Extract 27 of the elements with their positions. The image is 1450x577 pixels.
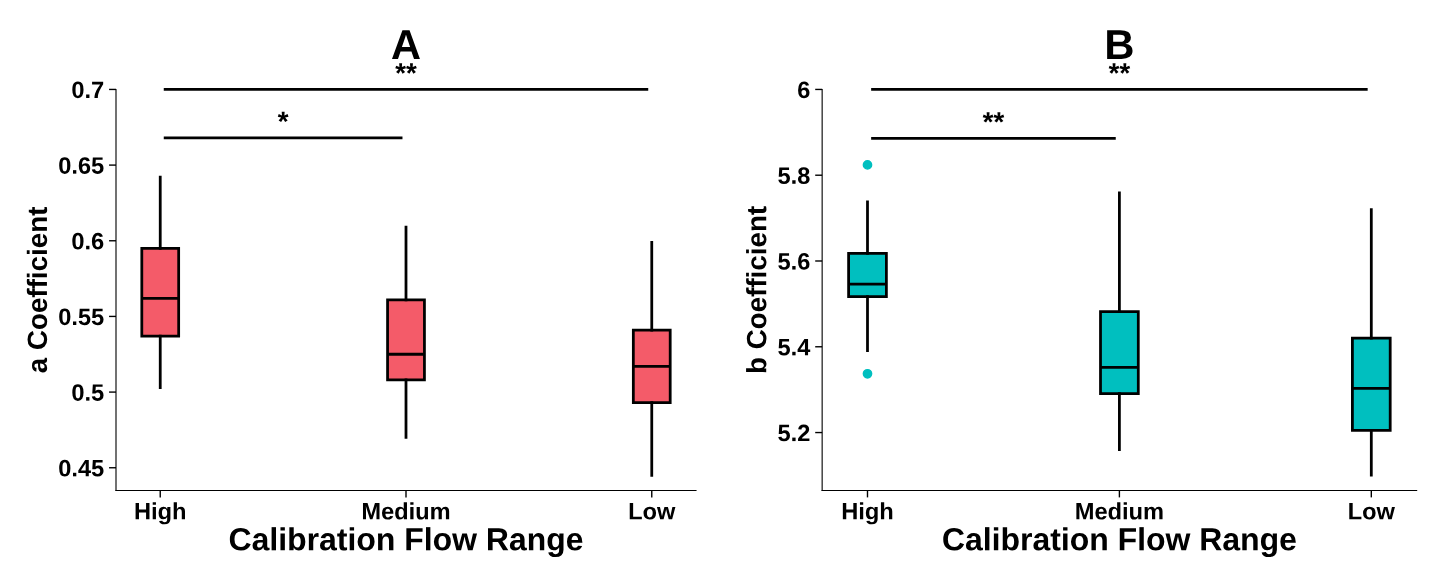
x-axis-title: Calibration Flow Range — [943, 527, 1296, 558]
y-axis-title: b Coefficient — [746, 206, 767, 373]
x-tick-label: Low — [1349, 503, 1395, 520]
y-tick-label: 0.7 — [72, 81, 104, 99]
x-tick-label: Medium — [1076, 502, 1163, 520]
annotation: ** — [982, 112, 1005, 123]
chart-title: A — [391, 30, 420, 59]
text: ** — [1108, 63, 1131, 74]
chart-title: B — [1107, 30, 1133, 59]
y-tick-label: 0.5 — [72, 384, 104, 401]
y-tick-label: 5.8 — [778, 167, 810, 184]
annotation: * — [277, 111, 289, 123]
text: ** — [395, 63, 417, 74]
y-tick-label: 6 — [798, 81, 810, 99]
y-tick-label: 0.55 — [59, 308, 104, 326]
y-tick-label: 0.45 — [59, 459, 104, 477]
x-tick-label: High — [842, 502, 893, 525]
x-tick-label: Medium — [362, 502, 450, 520]
y-tick-label: 5.6 — [778, 253, 810, 270]
y-tick-label: 0.65 — [59, 157, 104, 174]
y-tick-label: 5.2 — [778, 424, 810, 442]
y-tick-label: 5.4 — [778, 339, 811, 356]
x-tick-label: Low — [629, 503, 676, 520]
x-axis-title: Calibration Flow Range — [229, 527, 583, 558]
x-tick-label: High — [135, 502, 185, 525]
y-axis-title: a Coefficient — [26, 206, 48, 373]
y-tick-label: 0.6 — [72, 232, 104, 250]
